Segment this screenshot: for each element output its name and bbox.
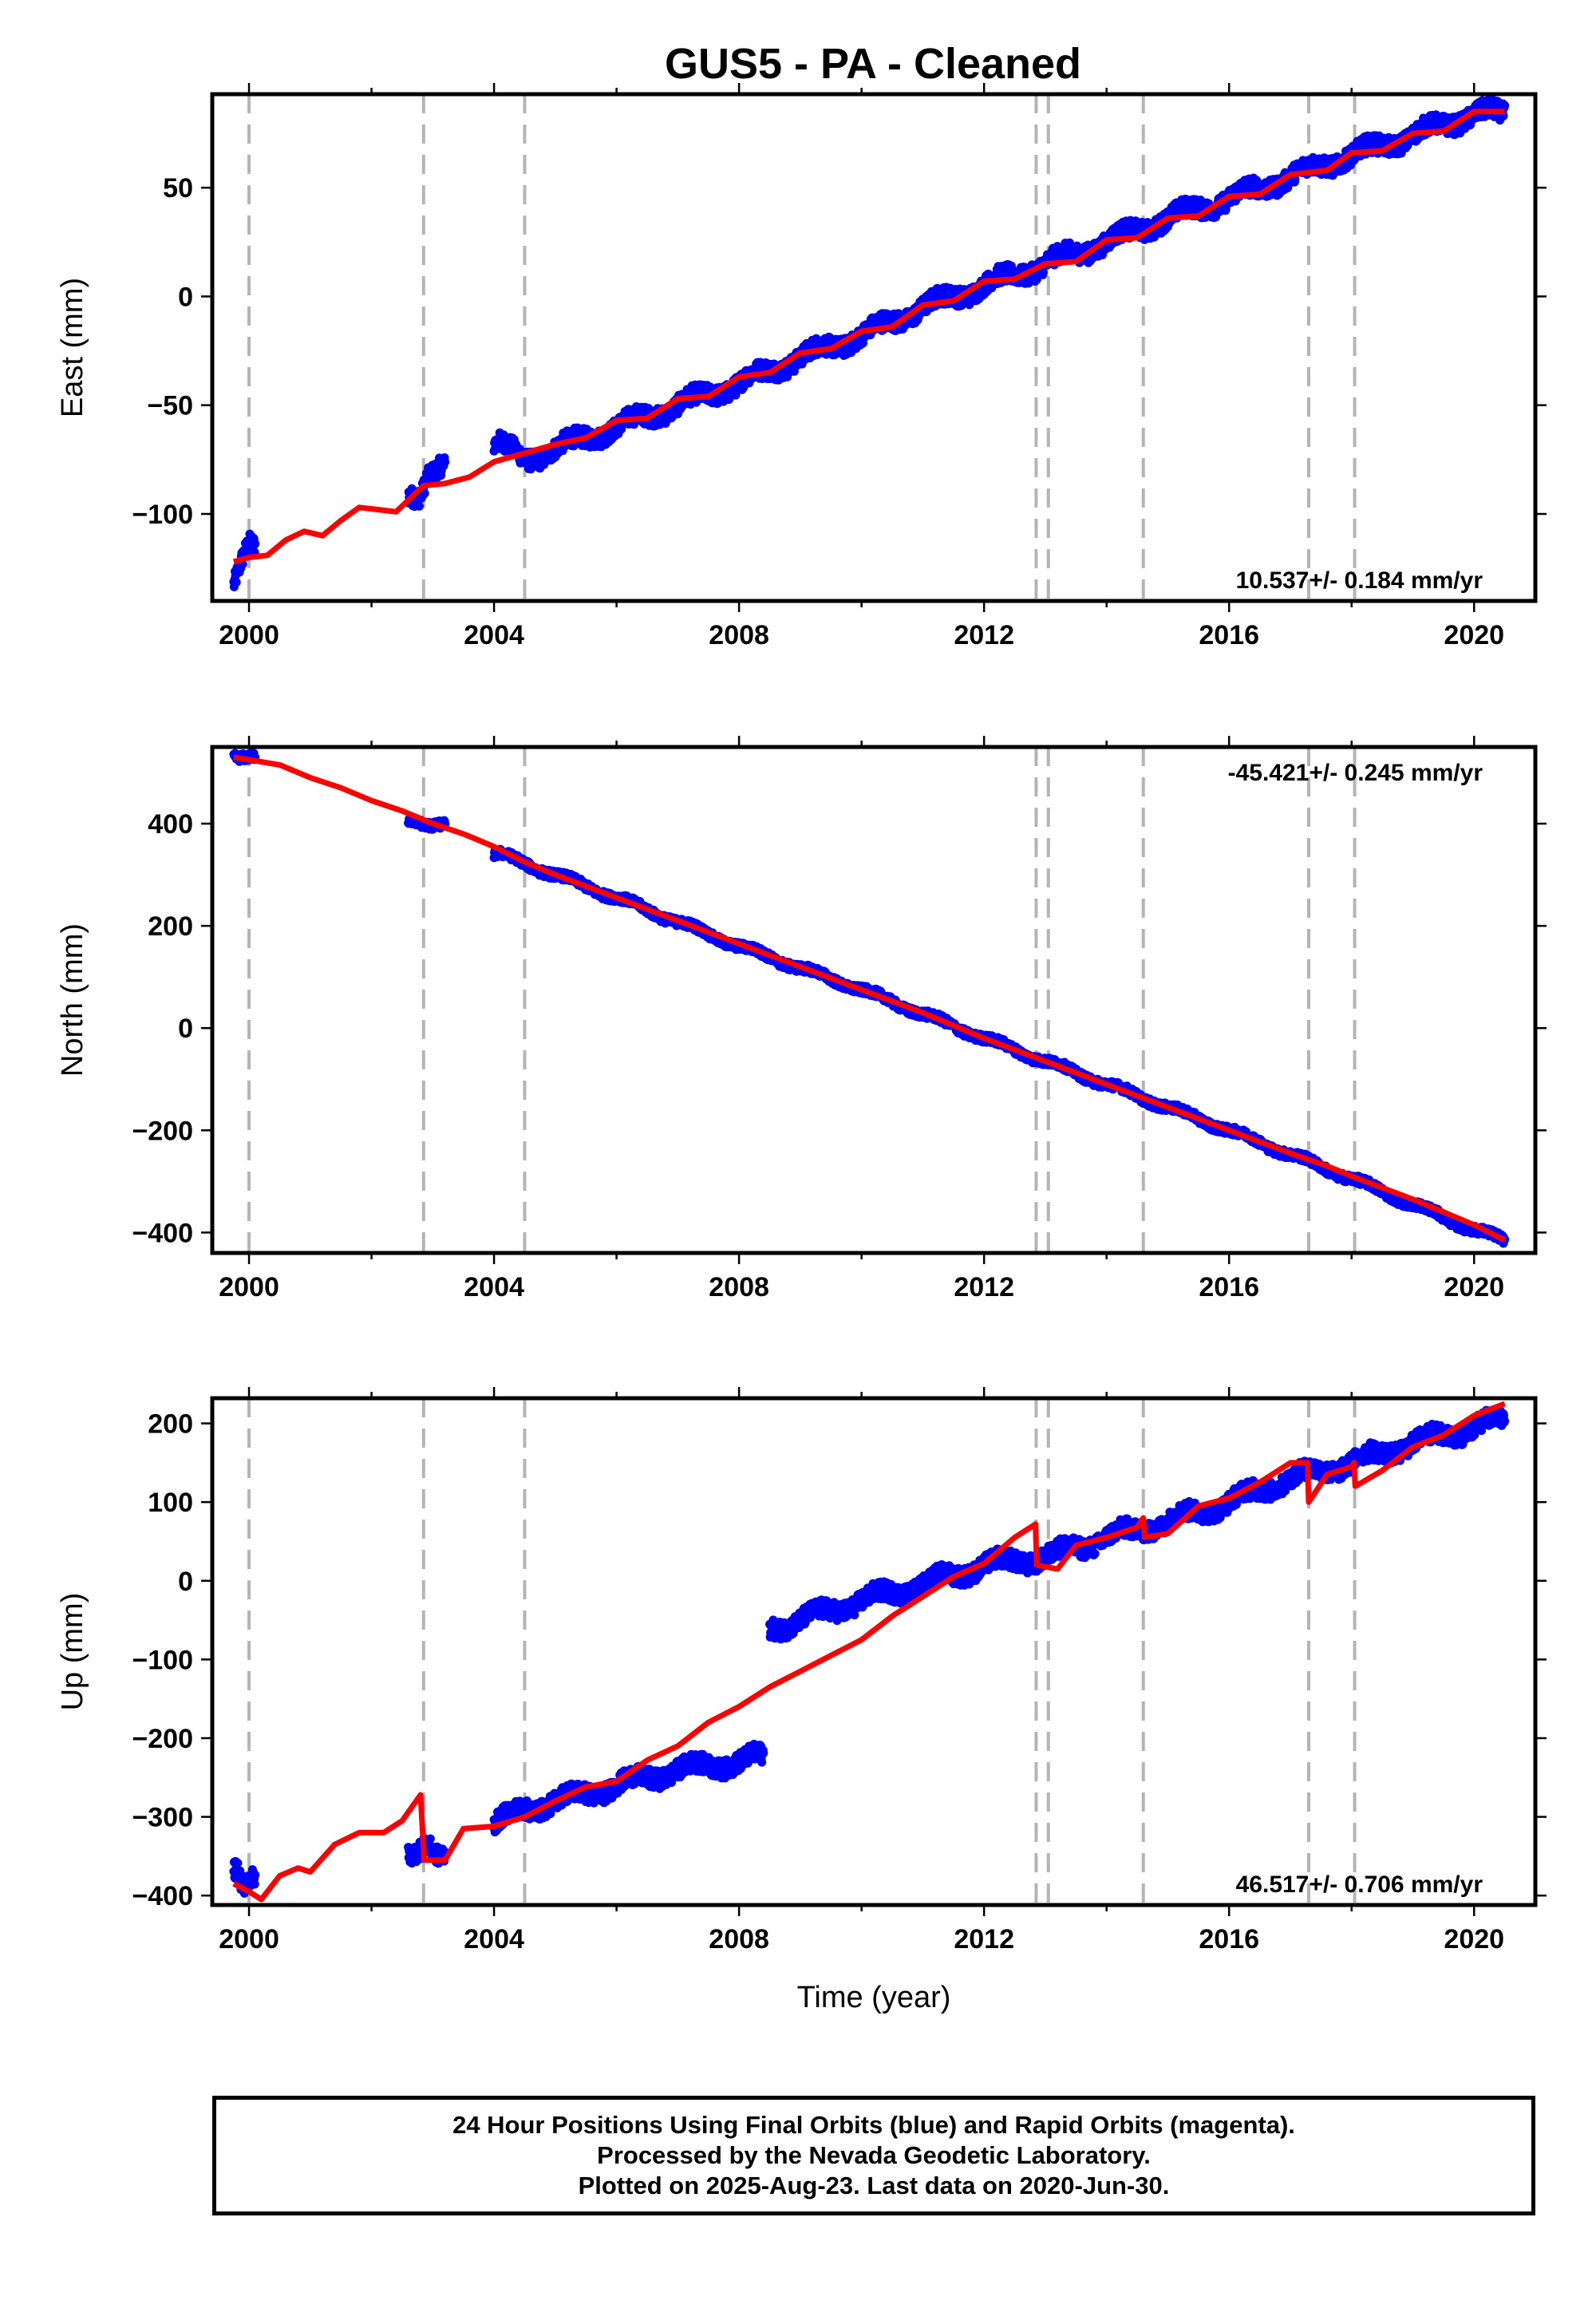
velocity-label-east: 10.537+/- 0.184 mm/yr xyxy=(1236,567,1483,594)
observation-point xyxy=(731,390,741,400)
figure-title: GUS5 - PA - Cleaned xyxy=(665,40,1081,88)
x-tick-label: 2000 xyxy=(219,620,279,650)
x-tick-label: 2000 xyxy=(219,1272,279,1302)
x-tick-label: 2008 xyxy=(709,1272,769,1302)
observation-point xyxy=(420,488,429,498)
y-tick-label: 0 xyxy=(178,1014,193,1044)
observation-point xyxy=(1039,267,1048,277)
y-tick-label: −100 xyxy=(132,500,193,530)
plot-area xyxy=(229,747,1510,1253)
x-tick-label: 2020 xyxy=(1444,1272,1504,1302)
x-tick-label: 2016 xyxy=(1199,1272,1259,1302)
plot-frame xyxy=(210,745,1538,1255)
observation-point xyxy=(440,457,450,467)
panels: 2000 2004 2008 2012 2016 2020 −100 −50 0 50 East (… xyxy=(56,83,1547,2014)
y-tick-label: −400 xyxy=(132,1218,193,1248)
x-tick-label: 2004 xyxy=(464,620,524,650)
panel-north: 2000 2004 2008 2012 2016 2020−400−2000200400N… xyxy=(56,736,1547,1302)
y-tick-label: 0 xyxy=(178,282,193,312)
model-fit-line-north xyxy=(233,754,1507,1243)
observations-north xyxy=(229,748,1510,1248)
panel-east: 2000 2004 2008 2012 2016 2020 −100 −50 0 50 East (… xyxy=(56,83,1547,650)
x-tick-label: 2008 xyxy=(709,620,769,650)
y-axis-label-east: East (mm) xyxy=(56,278,89,417)
x-tick-label: 2016 xyxy=(1199,620,1259,650)
observation-point xyxy=(415,501,424,511)
x-tick-label: 2020 xyxy=(1444,620,1504,650)
observation-point xyxy=(1032,275,1041,284)
observation-point xyxy=(1500,101,1510,110)
x-tick-label: 2012 xyxy=(954,620,1014,650)
observation-point xyxy=(251,539,260,548)
plot-frame xyxy=(210,92,1538,603)
y-tick-label: 50 xyxy=(163,173,193,204)
model-fit-line-east xyxy=(232,109,1505,565)
plot-area xyxy=(229,94,1510,601)
y-tick-label: −200 xyxy=(132,1116,193,1146)
x-tick-label: 2004 xyxy=(464,1272,524,1302)
y-tick-label: −50 xyxy=(147,391,193,421)
x-tick-label: 2012 xyxy=(954,1272,1014,1302)
observation-point xyxy=(231,578,241,587)
